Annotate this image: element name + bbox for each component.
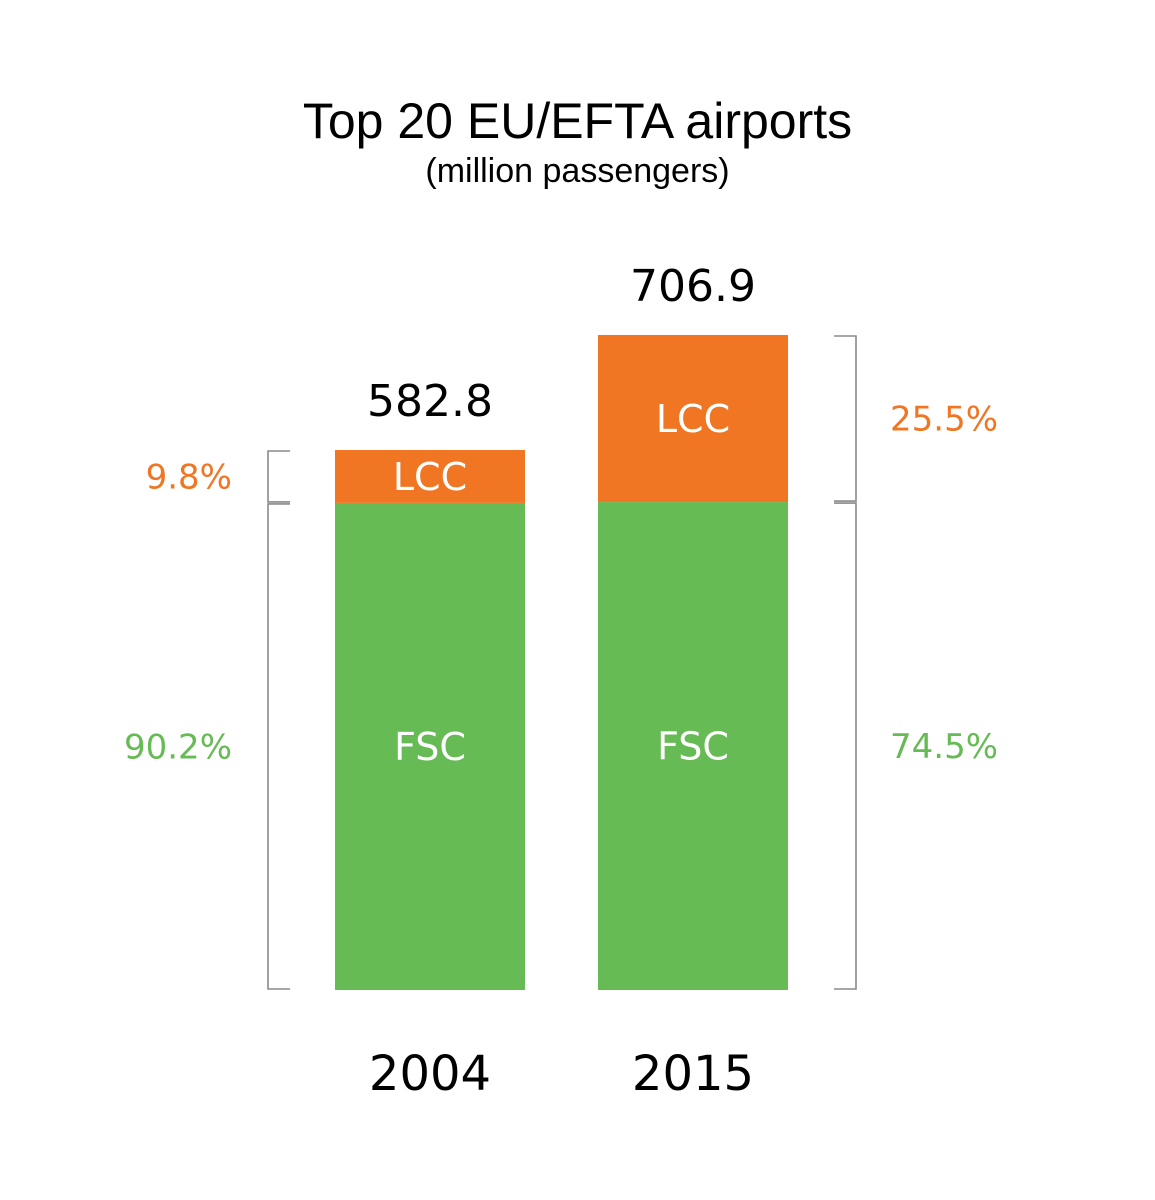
share-label-lcc-2004: 9.8% [146,457,232,497]
category-label-2004: 2004 [369,1046,491,1102]
bar-segment-lcc-2004 [335,449,525,503]
share-label-lcc-2015: 25.5% [890,400,998,440]
chart-subtitle: (million passengers) [425,152,730,190]
bar-segment-fsc-2015 [598,502,788,990]
category-label-2015: 2015 [632,1046,754,1102]
share-label-fsc-2004: 90.2% [124,727,232,767]
segment-label-fsc-2004: FSC [394,725,466,769]
segment-label-lcc-2004: LCC [393,455,467,499]
share-bracket-lcc-2015 [834,335,857,502]
share-bracket-fsc-2015 [834,502,857,990]
total-label-2004: 582.8 [367,376,493,427]
chart-title: Top 20 EU/EFTA airports [302,93,853,149]
bar-segment-fsc-2004 [335,502,525,990]
segment-label-fsc-2015: FSC [657,725,729,769]
share-label-fsc-2015: 74.5% [890,727,998,767]
share-bracket-lcc-2004 [267,450,290,503]
segment-label-lcc-2015: LCC [656,397,730,441]
bar-segment-lcc-2015 [598,335,788,503]
total-label-2015: 706.9 [630,261,756,312]
share-bracket-fsc-2004 [267,503,290,990]
